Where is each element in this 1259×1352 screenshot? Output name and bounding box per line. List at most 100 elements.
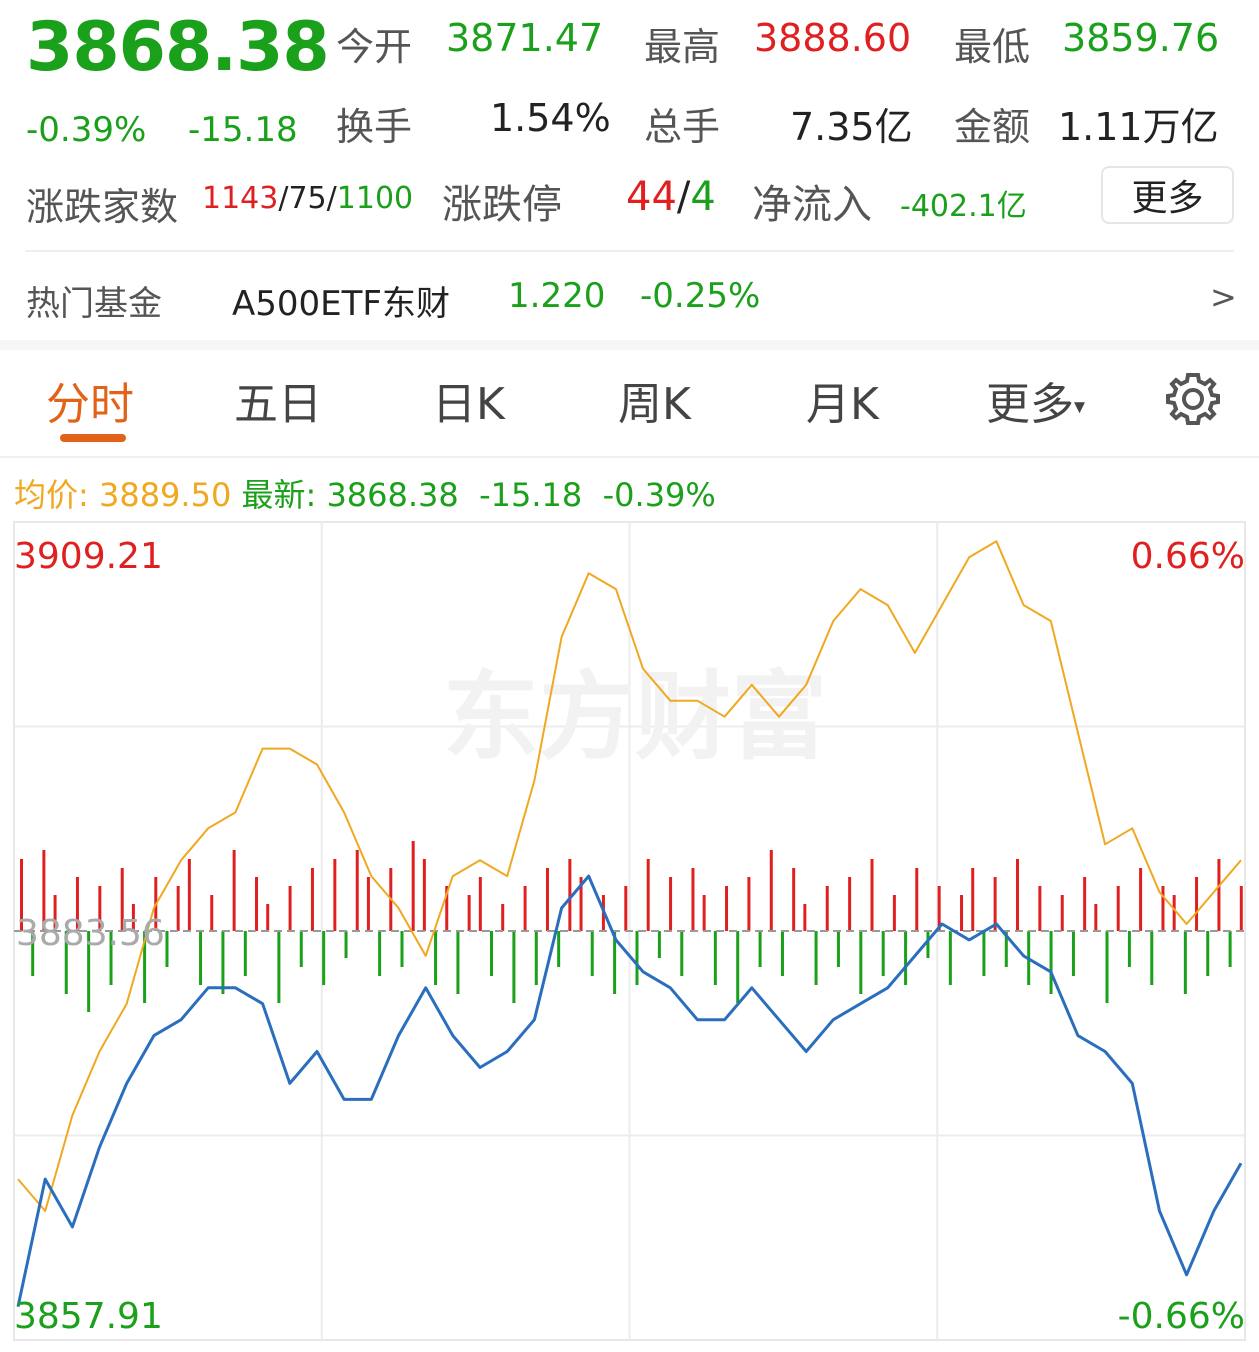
turnover-value: 1.54%: [490, 96, 611, 140]
volume-bar: [848, 877, 852, 931]
breadth-sep: /: [278, 181, 289, 216]
y-bottom-label: 3857.91: [14, 1296, 163, 1337]
info-change: -15.18: [479, 476, 583, 514]
open-label: 今开: [336, 25, 413, 69]
volume-bar: [792, 868, 796, 931]
high-value: 3888.60: [754, 16, 912, 60]
volume-bar: [75, 877, 79, 931]
volume-bar: [870, 859, 874, 931]
volume-bar: [366, 877, 370, 931]
volume-bar: [713, 931, 717, 985]
volume-bar: [1105, 931, 1109, 1003]
volume-bar: [1217, 859, 1221, 931]
volume-bar: [411, 841, 415, 931]
limit-up: 44: [626, 174, 677, 220]
volume-bar: [512, 931, 516, 1003]
chevron-down-icon: ▾: [1074, 394, 1086, 420]
volume-bar: [355, 850, 359, 931]
high-label: 最高: [644, 25, 721, 69]
volume-bar: [1150, 931, 1154, 985]
volume-bar: [109, 931, 113, 985]
volume-bar: [568, 859, 572, 931]
chevron-right-icon[interactable]: >: [1210, 278, 1237, 316]
volume-bar: [20, 859, 23, 931]
volume-bar: [1161, 886, 1165, 931]
tab-five-day[interactable]: 五日: [234, 379, 322, 430]
netflow-value: -402.1亿: [900, 189, 1027, 224]
volume-label: 总手: [644, 105, 721, 149]
volume-bar: [1116, 886, 1120, 931]
volume-bar: [467, 895, 471, 931]
volume-bar: [534, 931, 538, 985]
volume-bar: [892, 895, 896, 931]
volume-bar: [299, 931, 303, 967]
divider: [25, 250, 1234, 252]
turnover-label: 换手: [336, 105, 413, 149]
last-label: 最新:: [241, 476, 317, 514]
volume-bar: [814, 931, 818, 985]
open-value: 3871.47: [446, 16, 604, 60]
tab-weekly-k[interactable]: 周K: [618, 379, 691, 430]
more-button[interactable]: 更多: [1101, 166, 1234, 224]
volume-bar: [131, 904, 135, 931]
volume-bar: [859, 931, 863, 994]
volume-bar: [478, 877, 482, 931]
volume-bar: [948, 931, 952, 985]
volume-bar: [64, 931, 68, 994]
volume-bar: [210, 895, 214, 931]
volume-bar: [1004, 931, 1008, 967]
volume-bar: [926, 931, 930, 958]
price-line: [16, 874, 1243, 1308]
volume-bar: [310, 868, 314, 931]
volume-bar: [266, 904, 270, 931]
tab-intraday[interactable]: 分时: [46, 379, 134, 430]
low-label: 最低: [954, 25, 1031, 69]
volume-bar: [780, 931, 784, 976]
volume-bar: [1083, 877, 1087, 931]
avg-label: 均价:: [14, 476, 89, 514]
volume-bar: [243, 931, 247, 976]
volume-bar: [344, 931, 348, 958]
limit-values: 44/4: [626, 174, 716, 220]
tab-more[interactable]: 更多▾: [986, 368, 1085, 432]
hot-fund-price: 1.220: [508, 276, 606, 316]
pct-bottom-label: -0.66%: [1118, 1296, 1245, 1337]
volume-bar: [221, 931, 225, 994]
volume-bar: [288, 886, 292, 931]
volume-bar: [691, 868, 695, 931]
avg-price-line: [17, 540, 1242, 1212]
avg-value: 3889.50: [98, 476, 232, 514]
volume-bar: [702, 895, 706, 931]
volume-bar: [1038, 886, 1042, 931]
pct-top-label: 0.66%: [1131, 536, 1245, 577]
hot-fund-change: -0.25%: [640, 276, 761, 316]
amount-value: 1.11万亿: [1058, 105, 1219, 149]
info-change-pct: -0.39%: [602, 476, 716, 514]
volume-bar: [434, 931, 438, 985]
volume-bar: [1206, 931, 1210, 976]
intraday-chart[interactable]: 东方财富 3909.21 3883.56 3857.91 0.66% -0.66%: [0, 520, 1259, 1352]
volume-bar: [646, 859, 650, 931]
volume-bar: [579, 877, 583, 931]
volume-bar: [1094, 904, 1098, 931]
volume-bar: [624, 886, 628, 931]
volume-bar: [187, 859, 191, 931]
volume-bar: [836, 931, 840, 967]
volume-bar: [333, 859, 337, 931]
volume-bar: [1139, 868, 1143, 931]
active-tab-indicator: [60, 434, 126, 442]
volume-bar: [199, 931, 203, 985]
current-price: 3868.38: [26, 8, 330, 87]
info-line: 均价: 3889.50 最新: 3868.38 -15.18 -0.39%: [14, 470, 716, 516]
volume-bar: [881, 931, 885, 976]
tab-monthly-k[interactable]: 月K: [806, 379, 879, 430]
volume-bar: [982, 931, 986, 976]
volume-bar: [747, 877, 751, 931]
volume-bar: [87, 931, 91, 1012]
volume-bar: [1071, 931, 1075, 976]
tab-daily-k[interactable]: 日K: [432, 379, 505, 430]
volume-bar: [277, 931, 281, 1003]
gear-icon[interactable]: [1164, 370, 1222, 428]
volume-bar: [590, 931, 594, 976]
netflow-label: 净流入: [752, 182, 872, 228]
